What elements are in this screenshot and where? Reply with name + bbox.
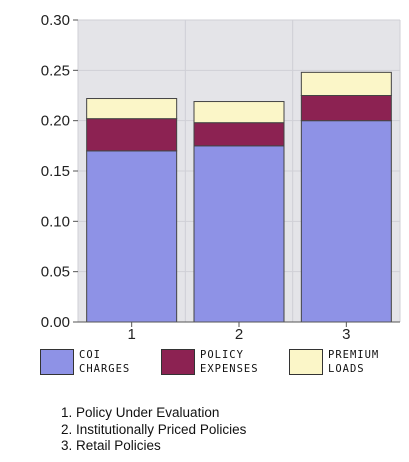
legend-swatch-premium-loads [289,349,323,375]
bar-segment-coi-charges-2 [193,145,285,323]
note-3: 3. Retail Policies [61,438,161,453]
legend-label-loads: LOADS [328,363,365,375]
y-tick-label: 0.30 [41,12,70,29]
legend-label-premium: PREMIUM [328,349,380,361]
bar-segment-coi-charges-3 [300,120,392,323]
legend-label-policy: POLICY [200,349,244,361]
x-tick-labels: 1 2 3 [127,322,351,343]
legend-swatch-policy-expenses [161,349,195,375]
legend-label-charges: CHARGES [79,363,131,375]
bar-segment-premium-loads-1 [86,98,178,120]
x-tick-label: 3 [342,326,350,343]
legend-label-coi: COI [79,349,101,361]
bars [86,71,392,323]
bar-segment-premium-loads-2 [193,101,285,124]
bar-segment-policy-expenses-3 [300,95,392,122]
bar-segment-policy-expenses-2 [193,122,285,147]
y-tick-label: 0.25 [41,62,70,79]
x-tick-label: 1 [127,326,135,343]
bar-segment-coi-charges-1 [86,150,178,323]
category-notes: 1. Policy Under Evaluation 2. Institutio… [61,405,246,455]
y-tick-label: 0.15 [41,163,70,180]
x-tick-label: 2 [235,326,243,343]
y-tick-label: 0.20 [41,113,70,130]
note-1: 1. Policy Under Evaluation [61,405,220,420]
bar-segment-policy-expenses-1 [86,118,178,152]
y-tick-label: 0.10 [41,213,70,230]
legend-label-expenses: EXPENSES [200,363,259,375]
legend: COI CHARGES POLICY EXPENSES PREMIUM LOAD… [40,347,409,383]
y-tick-label: 0.00 [41,314,70,331]
stacked-bar-chart: 0.00 0.05 0.10 0.15 0.20 0.25 0.30 1 2 3 [41,12,401,343]
bar-segment-premium-loads-3 [300,71,392,96]
y-tick-labels: 0.00 0.05 0.10 0.15 0.20 0.25 0.30 [41,12,78,331]
note-2: 2. Institutionally Priced Policies [61,421,247,437]
y-tick-label: 0.05 [41,264,70,281]
legend-swatch-coi-charges [40,349,74,375]
